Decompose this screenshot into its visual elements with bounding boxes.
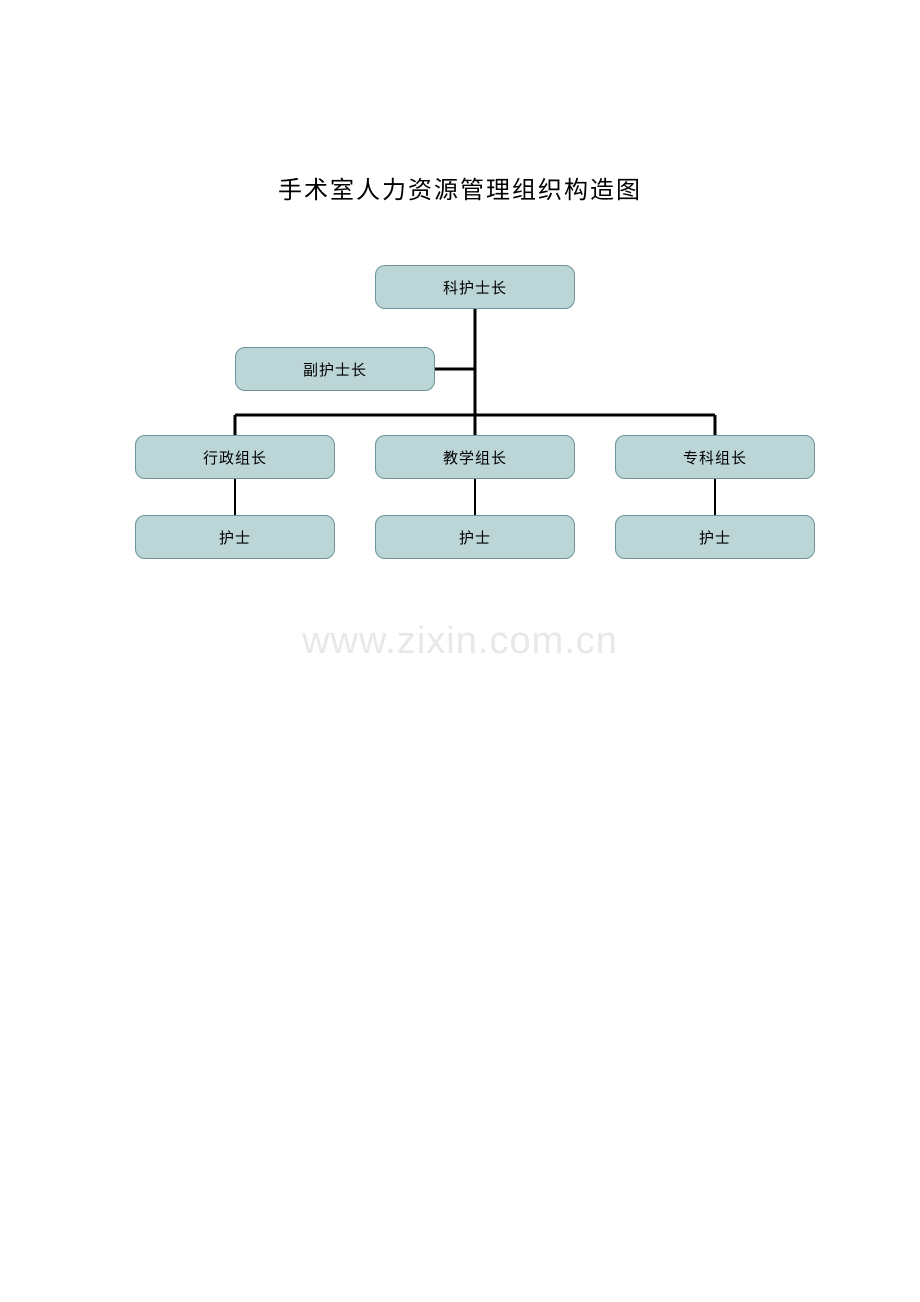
org-chart: 科护士长 副护士长 行政组长 教学组长 专科组长 护士 护士 护士 (135, 265, 815, 585)
node-nurse-1: 护士 (135, 515, 335, 559)
node-head-nurse: 科护士长 (375, 265, 575, 309)
node-deputy-head-nurse: 副护士长 (235, 347, 435, 391)
node-admin-lead: 行政组长 (135, 435, 335, 479)
node-specialist-lead: 专科组长 (615, 435, 815, 479)
page-title: 手术室人力资源管理组织构造图 (0, 170, 920, 205)
watermark-text: www.zixin.com.cn (0, 620, 920, 663)
node-nurse-2: 护士 (375, 515, 575, 559)
node-teaching-lead: 教学组长 (375, 435, 575, 479)
node-nurse-3: 护士 (615, 515, 815, 559)
